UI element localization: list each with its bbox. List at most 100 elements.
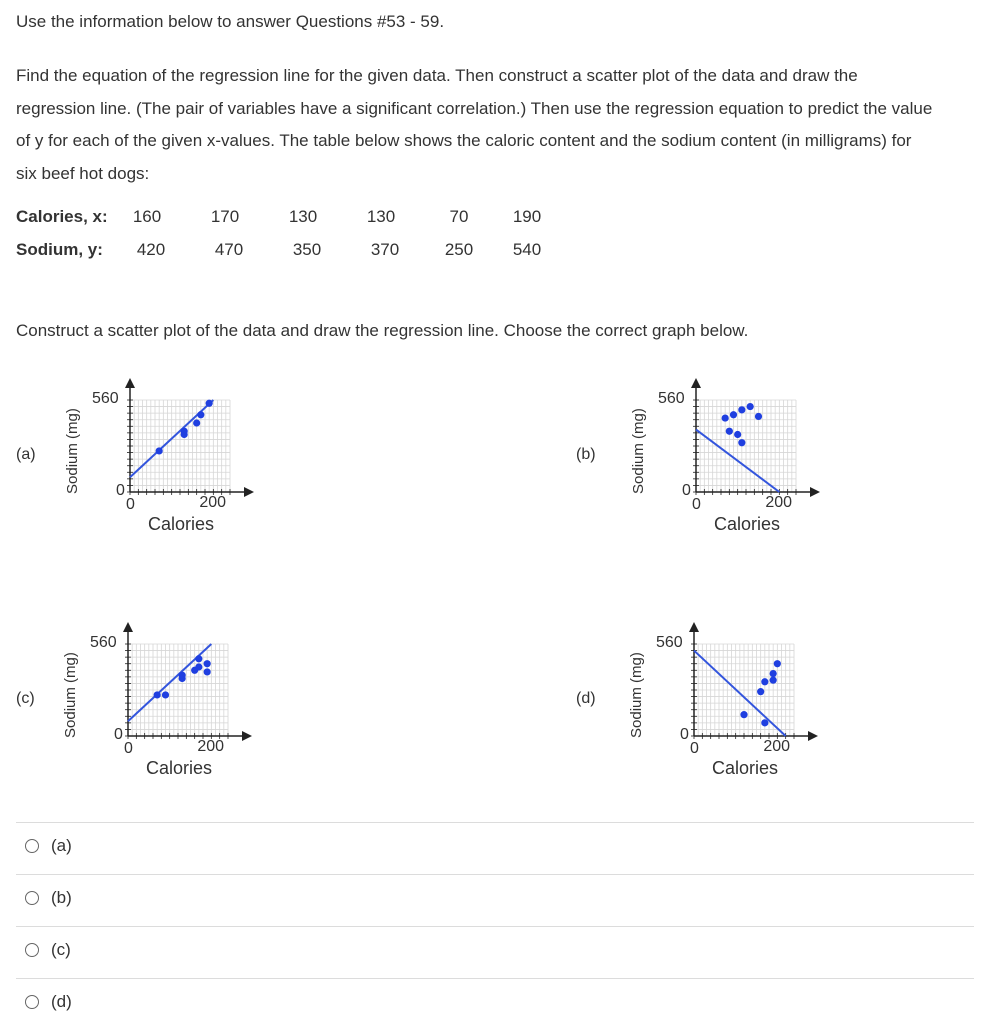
- y-tick-label: 560: [658, 390, 685, 407]
- problem-line: of y for each of the given x-values. The…: [16, 131, 912, 150]
- choice-label: (b): [51, 888, 72, 907]
- calories-cell: 160: [132, 207, 162, 226]
- y-tick-label: 560: [92, 390, 119, 407]
- graph-option-label: (c): [16, 690, 35, 707]
- data-point: [729, 411, 738, 419]
- choice-label: (c): [51, 940, 71, 959]
- x-axis-arrow: [810, 487, 820, 497]
- data-point: [205, 399, 213, 407]
- choice-c[interactable]: (c): [16, 926, 974, 978]
- problem-line: six beef hot dogs:: [16, 163, 150, 183]
- x-tick-label: 0: [692, 496, 701, 513]
- sodium-cell: 540: [512, 240, 542, 259]
- x-tick-label: 0: [124, 740, 133, 757]
- y-tick-label: 0: [116, 482, 125, 499]
- calories-cell: 170: [210, 207, 240, 226]
- plot-canvas: [691, 378, 820, 497]
- x-tick-label: 200: [199, 494, 227, 511]
- sodium-cell: 370: [370, 240, 400, 259]
- x-axis-arrow: [244, 487, 254, 497]
- y-axis-label: Sodium (mg): [64, 408, 81, 494]
- data-point: [721, 414, 729, 422]
- scatter-plot-c: Sodium (mg) 560 0 0 200 Calories: [48, 612, 288, 792]
- data-point: [193, 419, 201, 427]
- graph-option-label: (d): [576, 690, 596, 707]
- sodium-cell: 470: [214, 240, 244, 259]
- data-point: [203, 660, 211, 668]
- data-point: [738, 439, 746, 447]
- y-axis-arrow: [691, 378, 701, 388]
- data-point: [178, 671, 186, 679]
- x-tick-label: 0: [126, 496, 135, 513]
- y-axis-label: Sodium (mg): [628, 652, 645, 738]
- data-point: [197, 411, 205, 419]
- y-axis-label: Sodium (mg): [630, 408, 647, 494]
- sodium-cell: 250: [444, 240, 474, 259]
- data-point: [769, 676, 777, 684]
- data-point: [180, 427, 188, 435]
- scatter-plot-a: Sodium (mg) 560 0 0 200 Calories: [50, 368, 290, 548]
- data-point: [195, 655, 203, 663]
- scatter-plot-d: Sodium (mg) 560 0 0 200 Calories: [614, 612, 854, 792]
- data-point: [746, 402, 754, 411]
- sodium-row-label: Sodium, y:: [16, 240, 103, 259]
- graph-option-label: (b): [576, 446, 596, 463]
- x-axis-label: Calories: [714, 514, 781, 534]
- x-tick-label: 200: [763, 738, 791, 755]
- data-point: [195, 663, 203, 671]
- data-point: [761, 719, 769, 727]
- y-axis-arrow: [123, 622, 133, 632]
- regression-line: [693, 649, 787, 737]
- data-point: [761, 678, 769, 686]
- data-point: [161, 691, 170, 699]
- x-axis-label: Calories: [148, 514, 215, 534]
- calories-cell: 190: [512, 207, 542, 226]
- x-axis-arrow: [242, 731, 252, 741]
- answer-choices: (a) (b) (c) (d): [16, 822, 974, 1030]
- data-point: [773, 660, 781, 668]
- data-point: [153, 691, 161, 699]
- problem-line: Find the equation of the regression line…: [16, 66, 858, 85]
- radio-button[interactable]: [25, 839, 39, 853]
- data-point: [725, 427, 733, 435]
- construct-prompt: Construct a scatter plot of the data and…: [16, 321, 749, 340]
- data-point: [155, 447, 163, 455]
- y-tick-label: 0: [682, 482, 691, 499]
- graph-option-label: (a): [16, 446, 36, 463]
- y-tick-label: 0: [114, 726, 123, 743]
- choice-a[interactable]: (a): [16, 822, 974, 874]
- radio-button[interactable]: [25, 891, 39, 905]
- choice-label: (d): [51, 992, 72, 1011]
- plot-canvas: [125, 378, 254, 497]
- data-point: [757, 688, 765, 696]
- calories-cell: 130: [288, 207, 318, 226]
- y-tick-label: 560: [90, 634, 117, 651]
- x-axis-label: Calories: [146, 758, 213, 778]
- choice-label: (a): [51, 836, 72, 855]
- x-axis-arrow: [808, 731, 818, 741]
- regression-line: [695, 428, 780, 493]
- plot-canvas: [689, 622, 818, 741]
- calories-cell: 70: [449, 207, 469, 226]
- radio-button[interactable]: [25, 943, 39, 957]
- problem-line: regression line. (The pair of variables …: [16, 98, 933, 118]
- y-tick-label: 0: [680, 726, 689, 743]
- y-axis-arrow: [125, 378, 135, 388]
- plot-canvas: [123, 622, 252, 741]
- data-point: [734, 430, 742, 439]
- data-point: [769, 669, 777, 678]
- data-point: [203, 668, 211, 676]
- calories-row-label: Calories, x:: [16, 207, 108, 226]
- radio-button[interactable]: [25, 995, 39, 1009]
- calories-cell: 130: [366, 207, 396, 226]
- choice-b[interactable]: (b): [16, 874, 974, 926]
- problem-statement: Find the equation of the regression line…: [16, 60, 976, 190]
- sodium-cell: 350: [292, 240, 322, 259]
- choice-d[interactable]: (d): [16, 978, 974, 1030]
- sodium-cell: 420: [136, 240, 166, 259]
- x-tick-label: 0: [690, 740, 699, 757]
- x-axis-label: Calories: [712, 758, 779, 778]
- data-point: [738, 406, 746, 414]
- y-tick-label: 560: [656, 634, 683, 651]
- data-point: [740, 711, 748, 719]
